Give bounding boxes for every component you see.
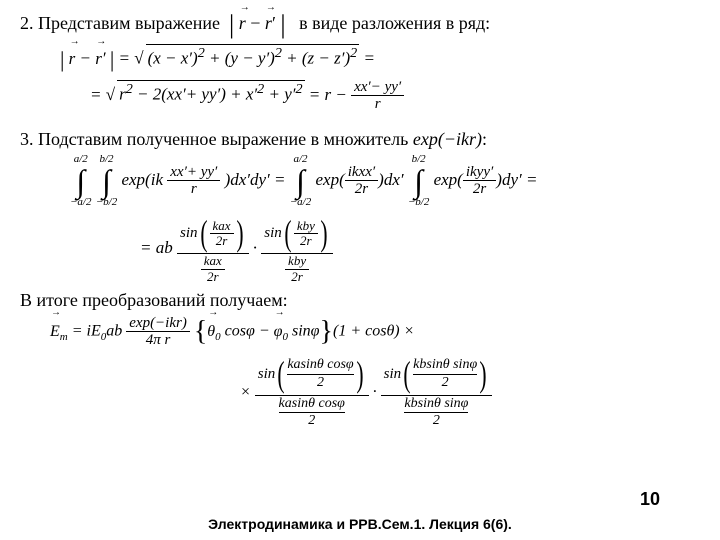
item2-tail: в виде разложения в ряд: xyxy=(299,13,490,33)
item3-result: = ab sin(kax2r) kax2r · sin(kby2r) kby2r xyxy=(140,214,700,284)
final-eq-line2: × sin(kasinθ cosφ2) kasinθ cosφ2 · sin(k… xyxy=(240,355,700,430)
item3-lead: 3. Подставим полученное выражение в множ… xyxy=(20,129,408,149)
page-number: 10 xyxy=(640,489,660,510)
item2-heading: 2. Представим выражение | r − r′ | в вид… xyxy=(20,10,700,40)
item3-inline-expr: exp(−ikr) xyxy=(413,129,482,149)
item3-tail: : xyxy=(482,129,487,149)
final-eq-line1: Em = iE0ab exp(−ikr)4π r {θ0 cosφ − φ0 s… xyxy=(50,315,700,349)
item2-eq1: | r − r′ | = √(x − x′)2 + (y − y′)2 + (z… xyxy=(60,44,700,73)
item3-integral: a/2∫−a/2 b/2∫−b/2 exp(ik xx′+ yy′r )dx′d… xyxy=(70,154,700,208)
item2-lead: 2. Представим выражение xyxy=(20,13,220,33)
conclusion-text: В итоге преобразований получаем: xyxy=(20,290,700,311)
footer-text: Электродинамика и РРВ.Сем.1. Лекция 6(6)… xyxy=(0,516,720,532)
item2-inline-expr: | r − r′ | xyxy=(229,13,290,33)
item2-eq2: = √r2 − 2(xx′+ yy′) + x′2 + y′2 = r − xx… xyxy=(90,79,700,113)
item3-heading: 3. Подставим полученное выражение в множ… xyxy=(20,129,700,150)
